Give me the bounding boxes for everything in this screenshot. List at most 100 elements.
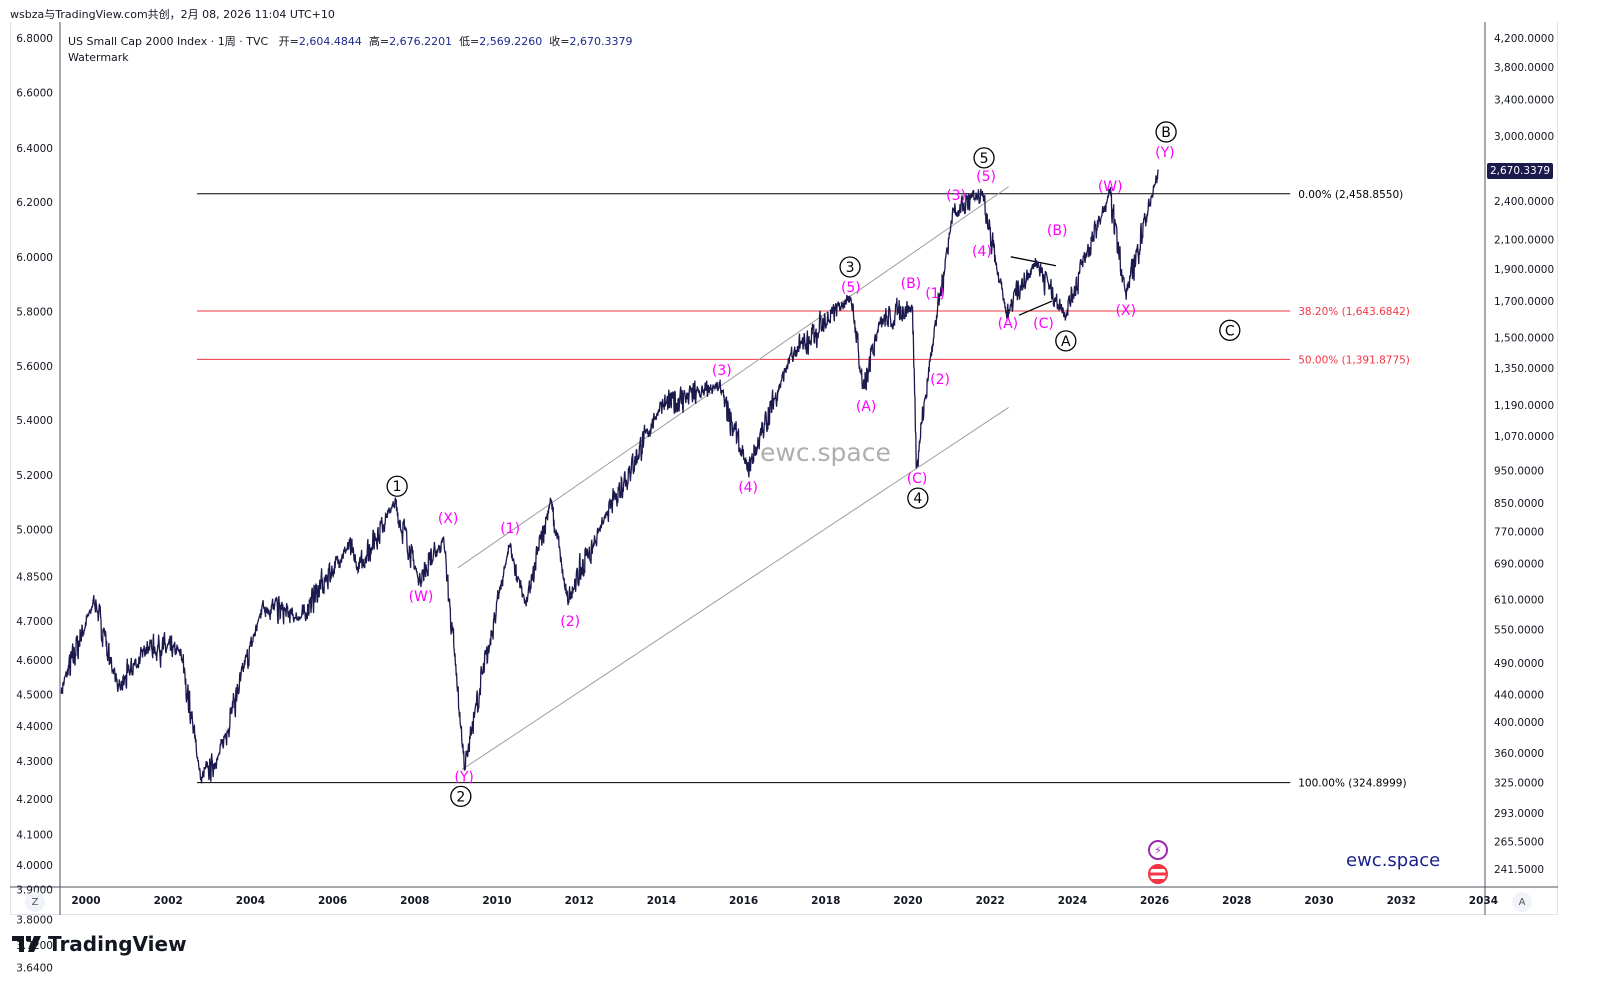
wave-label-circle xyxy=(1219,319,1241,341)
wave-label-minor: (W) xyxy=(1098,179,1123,195)
right-axis-tick: 3,000.0000 xyxy=(1494,131,1554,143)
wave-label-minor: (Y) xyxy=(454,769,473,785)
wave-label-major: 5 xyxy=(980,151,989,167)
wave-label-major-group: 4 xyxy=(907,487,929,509)
left-axis-tick: 4.2000 xyxy=(16,794,53,806)
left-axis-tick: 4.8500 xyxy=(16,571,53,583)
right-axis-tick: 850.0000 xyxy=(1494,498,1544,510)
wave-label-minor-group: (2) xyxy=(930,372,950,388)
wave-label-minor-group: (5) xyxy=(976,169,996,185)
right-axis-tick: 2,400.0000 xyxy=(1494,196,1554,208)
time-axis-tick: 2022 xyxy=(976,895,1005,907)
time-axis-tick: 2006 xyxy=(318,895,347,907)
right-axis-tick: 1,500.0000 xyxy=(1494,333,1554,345)
wave-label-minor: (Y) xyxy=(1155,145,1174,161)
fib-level-label: 100.00% (324.8999) xyxy=(1298,778,1406,790)
wave-label-minor: (B) xyxy=(1047,223,1068,239)
wave-label-minor-group: (C) xyxy=(1033,316,1054,332)
right-axis-tick: 2,100.0000 xyxy=(1494,235,1554,247)
wave-label-minor: (3) xyxy=(712,363,732,379)
right-axis-tick: 490.0000 xyxy=(1494,658,1544,670)
right-axis-tick: 241.5000 xyxy=(1494,864,1544,876)
left-axis-tick: 5.2000 xyxy=(16,470,53,482)
time-axis-tick: 2012 xyxy=(565,895,594,907)
lightning-event-icon[interactable]: ⚡ xyxy=(1148,840,1168,860)
zoom-button[interactable]: Z xyxy=(25,892,45,912)
wave-label-circle xyxy=(386,475,408,497)
wave-label-major: 1 xyxy=(393,479,402,495)
wave-label-minor-group: (3) xyxy=(712,363,732,379)
left-axis-tick: 6.8000 xyxy=(16,33,53,45)
legend-watermark[interactable]: Watermark xyxy=(68,51,129,64)
wave-label-minor: (1) xyxy=(925,286,945,302)
wave-label-minor-group: (B) xyxy=(901,276,922,292)
legend-symbol[interactable]: US Small Cap 2000 Index · 1周 · TVC xyxy=(68,35,269,48)
auto-scale-button[interactable]: A xyxy=(1512,892,1532,912)
wave-label-minor: (C) xyxy=(1033,316,1054,332)
wave-label-circle xyxy=(1155,121,1177,143)
wave-label-minor-group: (W) xyxy=(1098,179,1123,195)
wave-label-minor: (X) xyxy=(1116,303,1137,319)
fib-level-label: 0.00% (2,458.8550) xyxy=(1298,189,1403,201)
logo-text: TradingView xyxy=(48,932,187,956)
wave-label-minor: (C) xyxy=(907,471,928,487)
wave-label-minor: (5) xyxy=(841,280,861,296)
wave-label-circle xyxy=(1055,330,1077,352)
left-axis-tick: 4.3000 xyxy=(16,756,53,768)
time-axis-tick: 2010 xyxy=(482,895,511,907)
wave-label-minor-group: (B) xyxy=(1047,223,1068,239)
tradingview-logo[interactable]: TradingView xyxy=(12,932,187,956)
wave-label-circle xyxy=(839,256,861,278)
wave-label-minor: (4) xyxy=(738,480,758,496)
last-price-tag: 2,670.3379 xyxy=(1487,163,1553,179)
wave-label-major: B xyxy=(1161,125,1171,141)
wave-label-minor-group: (C) xyxy=(907,471,928,487)
wave-label-circle xyxy=(450,785,472,807)
wave-label-minor: (2) xyxy=(930,372,950,388)
us-flag-icon[interactable] xyxy=(1148,864,1168,884)
time-axis-tick: 2004 xyxy=(236,895,265,907)
wave-label-minor-group: (Y) xyxy=(454,769,473,785)
legend-high-label: 高= xyxy=(368,35,390,48)
left-axis-tick: 3.6400 xyxy=(16,963,53,975)
legend-open-label: 开= xyxy=(278,35,299,48)
left-axis-tick: 5.6000 xyxy=(16,361,53,373)
right-axis-tick: 770.0000 xyxy=(1494,527,1544,539)
wave-label-major-group: C xyxy=(1219,319,1241,341)
wave-label-minor-group: (5) xyxy=(841,280,861,296)
left-axis-tick: 5.8000 xyxy=(16,307,53,319)
legend-close: 2,670.3379 xyxy=(569,35,633,48)
wave-label-major-group: 2 xyxy=(450,785,472,807)
time-axis-tick: 2018 xyxy=(811,895,840,907)
left-axis-tick: 4.6000 xyxy=(16,655,53,667)
wave-label-major-group: 5 xyxy=(973,147,995,169)
wave-label-minor: (4) xyxy=(972,244,992,260)
left-axis-tick: 4.5000 xyxy=(16,689,53,701)
chart-frame xyxy=(10,22,1558,915)
tradingview-logo-icon xyxy=(12,936,41,952)
right-axis-tick: 325.0000 xyxy=(1494,778,1544,790)
left-axis-tick: 5.4000 xyxy=(16,415,53,427)
watermark-text: ewc.space xyxy=(760,438,891,467)
wave-label-minor-group: (W) xyxy=(409,589,434,605)
left-axis-tick: 3.8000 xyxy=(16,915,53,927)
time-axis-tick: 2000 xyxy=(71,895,100,907)
wave-label-minor-group: (4) xyxy=(738,480,758,496)
left-axis-tick: 6.4000 xyxy=(16,143,53,155)
time-axis-tick: 2014 xyxy=(647,895,676,907)
wave-label-major: C xyxy=(1225,323,1235,339)
wave-label-minor-group: (4) xyxy=(972,244,992,260)
triangle-line xyxy=(1010,256,1057,267)
time-axis-tick: 2024 xyxy=(1058,895,1087,907)
wave-label-minor-group: (1) xyxy=(925,286,945,302)
time-axis-tick: 2016 xyxy=(729,895,758,907)
time-axis-tick: 2034 xyxy=(1469,895,1498,907)
left-axis-tick: 3.9000 xyxy=(16,885,53,897)
left-axis-tick: 6.6000 xyxy=(16,88,53,100)
wave-label-minor-group: (2) xyxy=(560,614,580,630)
wave-label-minor-group: (X) xyxy=(1116,303,1137,319)
right-axis-tick: 950.0000 xyxy=(1494,465,1544,477)
wave-label-minor: (3) xyxy=(946,188,966,204)
wave-label-major-group: A xyxy=(1055,330,1077,352)
